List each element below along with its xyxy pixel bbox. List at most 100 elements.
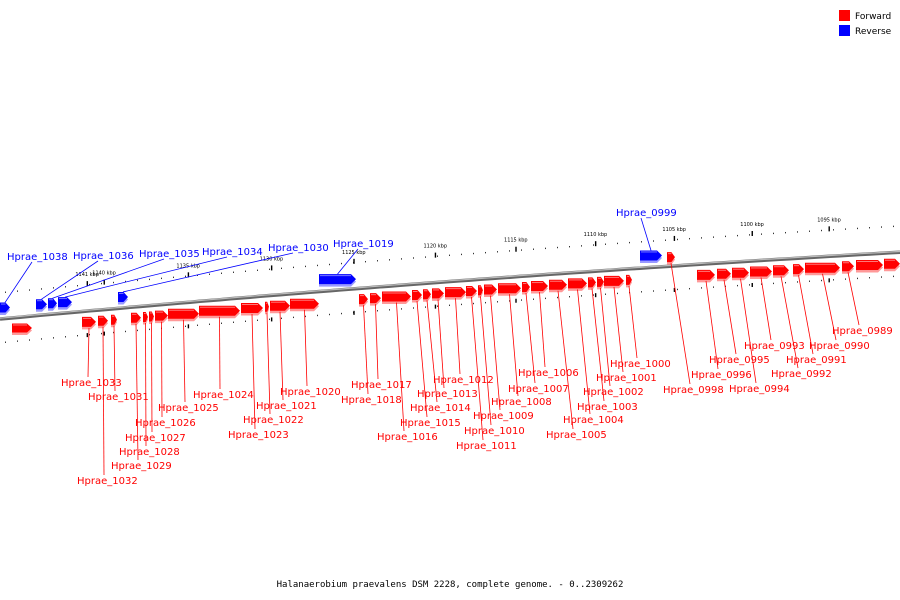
scale-dot xyxy=(329,263,330,266)
gene-body xyxy=(412,289,422,300)
gene-body xyxy=(522,282,530,293)
scale-dot xyxy=(5,341,6,343)
leader-line xyxy=(363,305,369,395)
forward-gene-hprae_1005 xyxy=(549,279,567,293)
gene-label-hprae_1004: Hprae_1004 xyxy=(563,415,624,426)
forward-gene-hprae_1012 xyxy=(445,287,466,300)
scale-dots xyxy=(5,225,894,343)
forward-gene-hprae_1000 xyxy=(626,274,632,288)
scale-dot xyxy=(737,234,738,237)
gene-body xyxy=(98,315,108,326)
gene-body xyxy=(241,303,263,314)
leader-line xyxy=(161,321,163,418)
leader-line xyxy=(822,273,837,341)
gene-body xyxy=(319,274,356,285)
scale-dot xyxy=(437,255,438,257)
gene-label-hprae_1033: Hprae_1033 xyxy=(61,378,122,389)
scale-dot xyxy=(125,280,126,283)
forward-gene-hprae_1020 xyxy=(290,298,319,312)
scale-dot xyxy=(269,318,270,321)
leader-line xyxy=(151,322,153,433)
leader-line xyxy=(64,256,228,298)
scale-dot xyxy=(521,299,522,301)
forward-gene-hprae_1013 xyxy=(432,288,444,301)
scale-dot xyxy=(785,281,786,284)
scale-dot xyxy=(281,267,282,270)
scale-tick-label: 1141 kbp xyxy=(75,272,99,278)
scale-dot xyxy=(377,260,378,262)
scale-tick xyxy=(673,235,676,241)
scale-dot xyxy=(209,323,210,325)
scale-dot xyxy=(101,332,102,335)
scale-dot xyxy=(173,326,174,329)
legend-label-forward: Forward xyxy=(855,12,891,22)
forward-gene-hprae_1010 xyxy=(478,285,483,298)
scale-dot xyxy=(473,302,474,305)
gene-body xyxy=(604,275,624,286)
scale-tick xyxy=(103,279,105,285)
gene-body xyxy=(588,277,596,288)
scale-dot xyxy=(557,296,558,299)
forward-gene-hprae_1011 xyxy=(466,285,477,299)
gene-body xyxy=(640,250,662,261)
scale-dot xyxy=(833,279,834,281)
scale-dot xyxy=(857,277,858,280)
gene-body xyxy=(478,285,483,296)
scale-dot xyxy=(581,245,582,247)
gene-body xyxy=(717,268,731,279)
gene-body xyxy=(118,291,128,302)
scale-dot xyxy=(677,238,678,241)
scale-tick-label: 1130 kbp xyxy=(260,256,284,262)
scale-dot xyxy=(677,288,678,291)
scale-dot xyxy=(401,258,402,260)
scale-dot xyxy=(65,286,66,288)
scale-dot xyxy=(485,301,486,304)
forward-gene-hprae_1009 xyxy=(484,284,497,298)
scale-dot xyxy=(293,316,294,319)
scale-dot xyxy=(269,268,270,271)
scale-tick xyxy=(434,252,437,258)
scale-tick-label: 1105 kbp xyxy=(662,227,686,233)
scale-dot xyxy=(65,336,66,338)
gene-body xyxy=(568,278,587,289)
scale-tick-label: 1110 kbp xyxy=(584,232,608,238)
gene-body xyxy=(498,283,521,294)
scale-dot xyxy=(389,259,390,261)
scale-dot xyxy=(17,290,18,292)
gene-body xyxy=(484,284,497,295)
scale-dot xyxy=(497,251,498,253)
gene-label-hprae_1011: Hprae_1011 xyxy=(456,441,517,452)
scale-dot xyxy=(869,277,870,279)
scale-tick xyxy=(515,298,517,303)
scale-dot xyxy=(137,279,138,282)
scale-dot xyxy=(101,282,102,285)
leader-line xyxy=(509,294,519,397)
leader-line xyxy=(455,298,461,375)
scale-tick xyxy=(86,281,89,287)
scale-tick xyxy=(353,310,355,315)
gene-label-hprae_1008: Hprae_1008 xyxy=(491,397,552,408)
scale-dot xyxy=(593,244,594,246)
scale-dot xyxy=(629,241,630,244)
scale-dot xyxy=(305,315,306,318)
gene-label-hprae_1003: Hprae_1003 xyxy=(577,402,638,413)
scale-dot xyxy=(569,245,570,248)
scale-dot xyxy=(665,239,666,241)
gene-label-hprae_0996: Hprae_0996 xyxy=(691,370,752,381)
gene-label-hprae_1000: Hprae_1000 xyxy=(610,359,671,370)
scale-dot xyxy=(413,307,414,309)
forward-gene-hprae_1017 xyxy=(370,293,381,306)
scale-dot xyxy=(845,228,846,230)
forward-gene-hprae_1007 xyxy=(522,282,530,295)
scale-dot xyxy=(53,337,54,339)
reverse-gene-hprae_0999 xyxy=(640,250,662,263)
leader-line xyxy=(760,277,772,341)
scale-tick xyxy=(187,272,190,278)
gene-body xyxy=(445,287,466,298)
scale-dot xyxy=(461,253,462,256)
gene-label-hprae_1023: Hprae_1023 xyxy=(228,430,289,441)
scale-dot xyxy=(545,247,546,250)
gene-body xyxy=(793,264,804,275)
leader-line xyxy=(577,289,591,415)
gene-label-hprae_1034: Hprae_1034 xyxy=(202,247,263,258)
